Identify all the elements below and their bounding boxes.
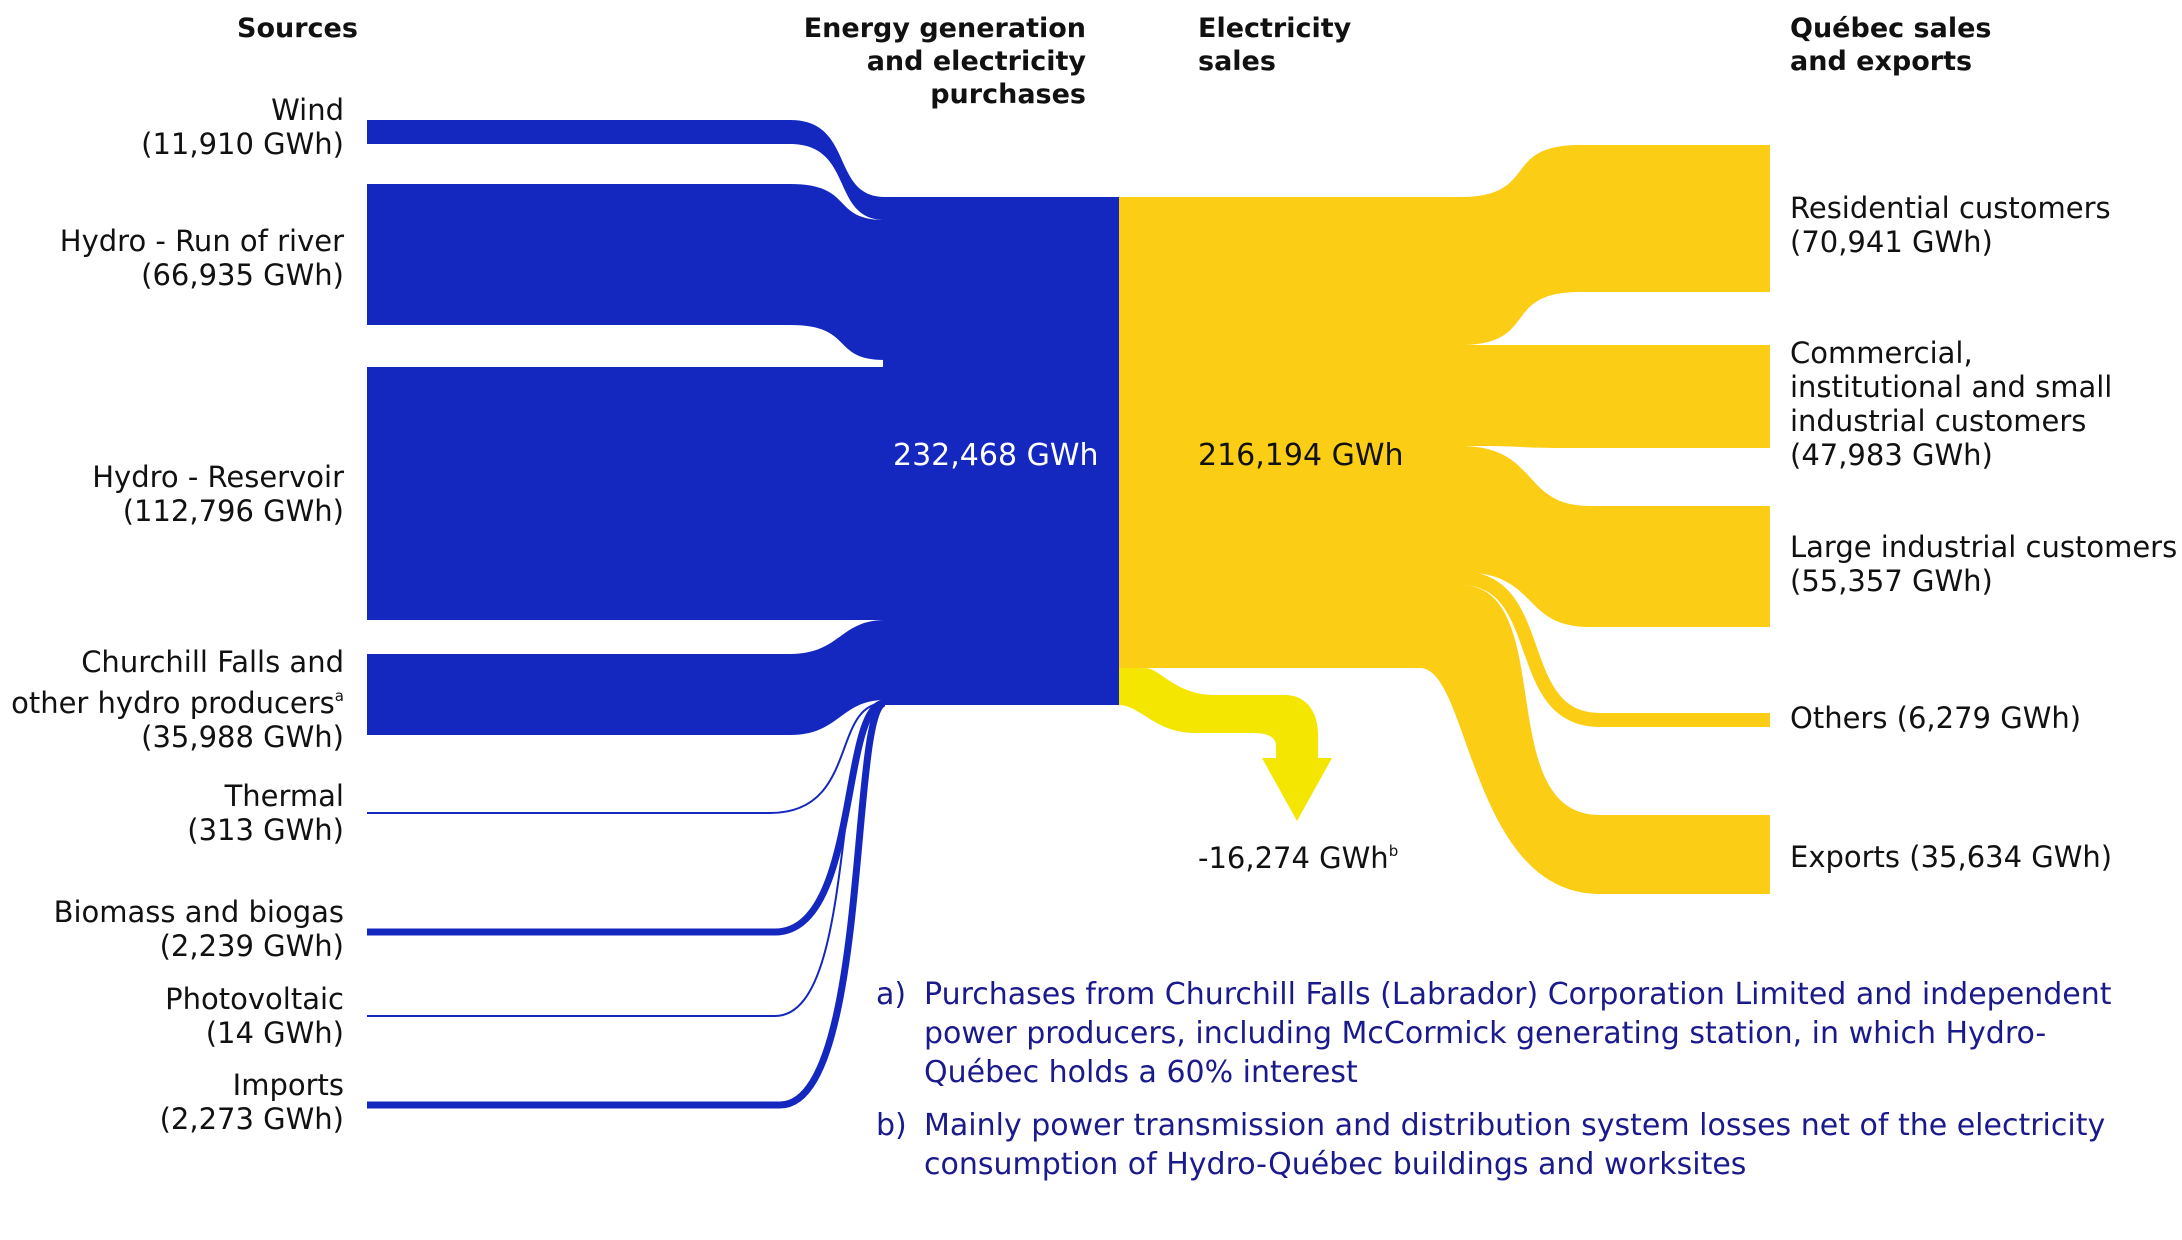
footnote-a-mark: a) [876, 977, 907, 1012]
footnote-a: a) Purchases from Churchill Falls (Labra… [876, 975, 2136, 1092]
header-sales-line-1: Electricity [1198, 13, 1352, 44]
header-sales-line-2: sales [1198, 46, 1276, 77]
source-label-biomass: Biomass and biogas (2,239 GWh) [54, 895, 344, 963]
flow-residential [1420, 145, 1770, 345]
footnote-b-mark: b) [876, 1108, 907, 1143]
footnote-a-text: Purchases from Churchill Falls (Labrador… [924, 977, 2112, 1090]
destination-name-line-1: Commercial, [1790, 336, 1973, 370]
destination-value: (47,983 GWh) [1790, 438, 1993, 472]
destination-name: Exports [1790, 840, 1901, 874]
source-name: Wind [271, 93, 344, 127]
node-sales [1119, 197, 1423, 668]
source-value: (11,910 GWh) [141, 127, 344, 161]
flow-photovoltaic [367, 702, 886, 1017]
header-quebec-line-2: and exports [1790, 46, 1973, 77]
flow-reservoir [367, 367, 885, 620]
source-value: (2,273 GWh) [159, 1102, 344, 1136]
source-name: Thermal [224, 779, 344, 813]
destination-label-large-industrial: Large industrial customers (55,357 GWh) [1790, 530, 2177, 598]
header-sources: Sources [237, 12, 358, 45]
header-sales: Electricity sales [1198, 12, 1351, 78]
destination-label-residential: Residential customers (70,941 GWh) [1790, 191, 2111, 259]
flow-wind [367, 120, 885, 220]
destination-name: Large industrial customers [1790, 530, 2178, 564]
flow-others [1420, 571, 1770, 727]
source-value: (2,239 GWh) [159, 929, 344, 963]
destination-label-commercial: Commercial, institutional and small indu… [1790, 336, 2112, 472]
flow-imports [367, 699, 887, 1109]
footnote-b-text: Mainly power transmission and distributi… [924, 1108, 2106, 1182]
destination-label-exports: Exports (35,634 GWh) [1790, 840, 2112, 874]
header-sources-text: Sources [237, 13, 358, 44]
source-name: Imports [232, 1068, 344, 1102]
losses-label: -16,274 GWhb [1198, 833, 1398, 876]
destination-value: (55,357 GWh) [1790, 564, 1993, 598]
source-label-churchill: Churchill Falls and other hydro producer… [11, 645, 344, 754]
destination-label-others: Others (6,279 GWh) [1790, 701, 2081, 735]
source-label-photovoltaic: Photovoltaic (14 GWh) [165, 982, 344, 1050]
source-name-line-1: Churchill Falls and [81, 645, 344, 679]
source-value: (112,796 GWh) [122, 494, 344, 528]
source-name: Hydro - Run of river [59, 224, 344, 258]
flow-thermal [367, 702, 886, 814]
node-generation [883, 197, 1120, 705]
flow-commercial [1420, 345, 1770, 448]
header-generation-line-2: and electricity purchases [866, 46, 1086, 110]
losses-arrow [1119, 668, 1332, 821]
source-label-thermal: Thermal (313 GWh) [187, 779, 344, 847]
source-value: (35,988 GWh) [141, 720, 344, 754]
header-quebec: Québec sales and exports [1790, 12, 1991, 78]
source-name: Hydro - Reservoir [92, 460, 344, 494]
header-generation-line-1: Energy generation [803, 13, 1086, 44]
source-value: (313 GWh) [187, 813, 344, 847]
footnote-marker-b: b [1388, 842, 1399, 860]
source-label-wind: Wind (11,910 GWh) [141, 93, 344, 161]
header-generation: Energy generation and electricity purcha… [726, 12, 1086, 111]
source-name-line-2: other hydro producers [11, 686, 335, 720]
destination-name: Others [1790, 701, 1888, 735]
destination-name: Residential customers [1790, 191, 2111, 225]
source-label-run-of-river: Hydro - Run of river (66,935 GWh) [60, 224, 344, 292]
footnote-b: b) Mainly power transmission and distrib… [876, 1106, 2136, 1184]
footnote-marker-a: a [334, 687, 344, 705]
generation-total: 232,468 GWh [893, 438, 1099, 473]
destination-value: (70,941 GWh) [1790, 225, 1993, 259]
flow-run-of-river [367, 184, 885, 360]
destination-value: (35,634 GWh) [1909, 840, 2113, 874]
source-name: Biomass and biogas [53, 895, 344, 929]
flow-biomass [367, 699, 886, 936]
flow-large-industrial [1420, 446, 1770, 627]
losses-value: -16,274 GWh [1198, 841, 1389, 875]
source-name: Photovoltaic [165, 982, 344, 1016]
flow-exports [1420, 585, 1770, 894]
source-value: (14 GWh) [205, 1016, 344, 1050]
sales-total: 216,194 GWh [1198, 438, 1404, 473]
source-value: (66,935 GWh) [141, 258, 344, 292]
destination-name-line-2: institutional and small [1790, 370, 2113, 404]
source-label-imports: Imports (2,273 GWh) [160, 1068, 344, 1136]
flow-churchill [367, 620, 885, 735]
header-quebec-line-1: Québec sales [1790, 13, 1992, 44]
destination-value: (6,279 GWh) [1896, 701, 2082, 735]
source-label-reservoir: Hydro - Reservoir (112,796 GWh) [92, 460, 344, 528]
destination-name-line-3: industrial customers [1790, 404, 2087, 438]
